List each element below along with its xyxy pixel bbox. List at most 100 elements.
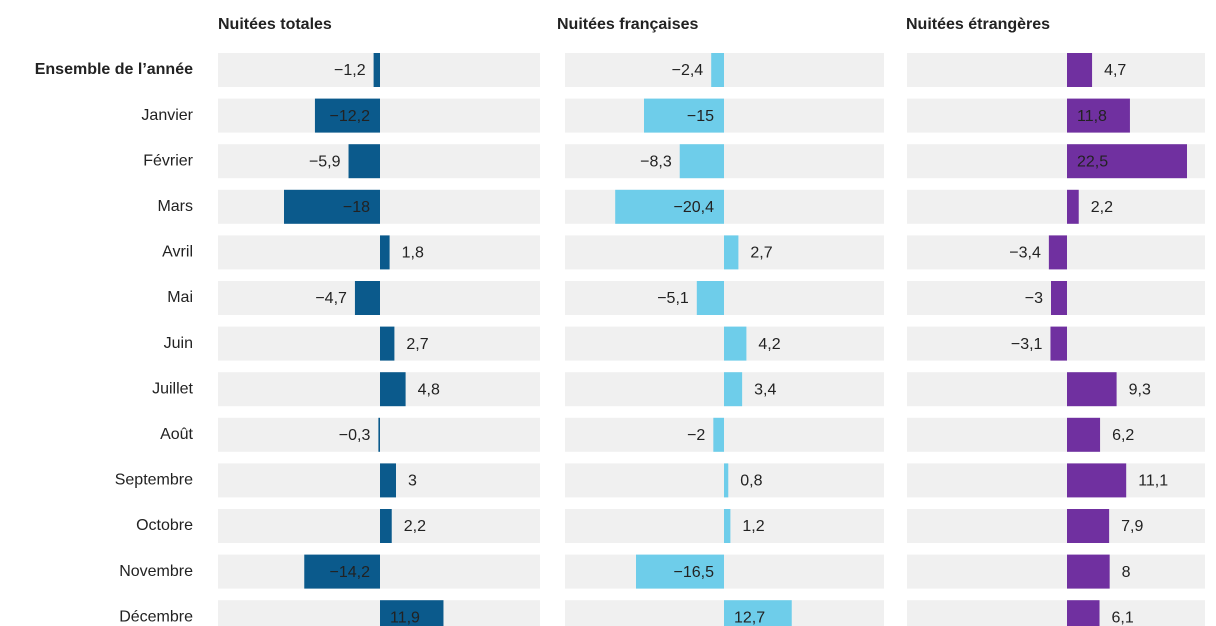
row-background [907,463,1205,498]
value-label: −8,3 [640,153,672,170]
row-background [907,98,1205,133]
panel-title: Nuitées totales [218,16,332,33]
bar [304,554,380,589]
row-background [907,417,1205,452]
value-label: 4,2 [758,336,780,353]
panel-title: Nuitées françaises [557,16,699,33]
bar [1067,53,1093,87]
bar [724,509,731,543]
value-label: −2,4 [672,62,704,79]
bar [380,463,396,498]
value-label: 6,2 [1112,427,1134,444]
value-label: 11,8 [1077,108,1107,125]
row-background [565,554,884,589]
bar [644,98,724,133]
value-label: 2,7 [750,245,772,262]
row-background [907,509,1205,543]
row-background [565,281,884,315]
value-label: 11,1 [1138,473,1168,490]
value-label: −0,3 [339,427,371,444]
row-background [565,417,884,452]
value-label: 11,9 [390,609,420,626]
value-label: −16,5 [674,564,715,581]
value-label: −12,2 [330,108,371,125]
bar [696,281,724,315]
bar [380,372,406,407]
value-label: −15 [687,108,714,125]
bar [1067,509,1110,543]
bar [1067,417,1101,452]
row-background [218,372,540,407]
row-background [565,53,884,87]
value-label: 22,5 [1077,153,1108,170]
row-label: Mai [167,289,193,306]
bar [724,463,729,498]
value-label: −4,7 [315,290,347,307]
row-background [218,509,540,543]
bar [1051,281,1067,315]
value-label: 0,8 [740,473,762,490]
value-label: −18 [343,199,370,216]
bar [1067,144,1187,179]
bar [711,53,724,87]
value-label: 4,8 [418,381,440,398]
bar [314,98,380,133]
row-label: Octobre [136,517,193,534]
bar [713,417,724,452]
bar [1067,98,1130,133]
bar [380,600,444,626]
row-background [907,53,1205,87]
value-label: −3 [1025,290,1043,307]
value-label: 3,4 [754,381,776,398]
bar [1067,189,1079,224]
value-label: 3 [408,473,417,490]
value-label: −5,9 [309,153,341,170]
bar [679,144,724,179]
row-background [565,98,884,133]
panel-title: Nuitées étrangères [906,16,1050,33]
value-label: −3,4 [1009,245,1041,262]
bar [373,53,380,87]
row-label: Janvier [141,107,193,124]
bar [380,509,392,543]
value-label: 12,7 [734,609,765,626]
bar [724,372,743,407]
value-label: −3,1 [1011,336,1043,353]
value-label: 8 [1122,564,1131,581]
bar [1050,326,1067,361]
bar [348,144,380,179]
bar [1067,600,1100,626]
row-background [907,189,1205,224]
row-background [907,372,1205,407]
bar [284,189,380,224]
row-background [218,326,540,361]
bar [1067,372,1117,407]
row-label: Décembre [119,608,193,625]
bar [1067,463,1127,498]
row-label: Septembre [115,472,193,489]
value-label: −14,2 [330,564,371,581]
bar [378,417,380,452]
value-label: 2,2 [404,518,426,535]
bar [724,600,792,626]
value-label: −2 [687,427,705,444]
bar [615,189,724,224]
value-label: 9,3 [1129,381,1151,398]
row-background [907,600,1205,626]
row-label: Mars [157,198,193,215]
value-label: −20,4 [674,199,715,216]
bar [354,281,380,315]
row-background [218,600,540,626]
bar [1048,235,1067,270]
value-label: −1,2 [334,62,366,79]
row-background [218,463,540,498]
row-label: Février [143,152,193,169]
value-label: 1,2 [742,518,764,535]
value-label: −5,1 [657,290,689,307]
value-label: 6,1 [1112,609,1134,626]
row-label: Juillet [152,380,193,397]
bar [380,235,390,270]
value-label: 4,7 [1104,62,1126,79]
row-label: Ensemble de l’année [35,61,193,78]
